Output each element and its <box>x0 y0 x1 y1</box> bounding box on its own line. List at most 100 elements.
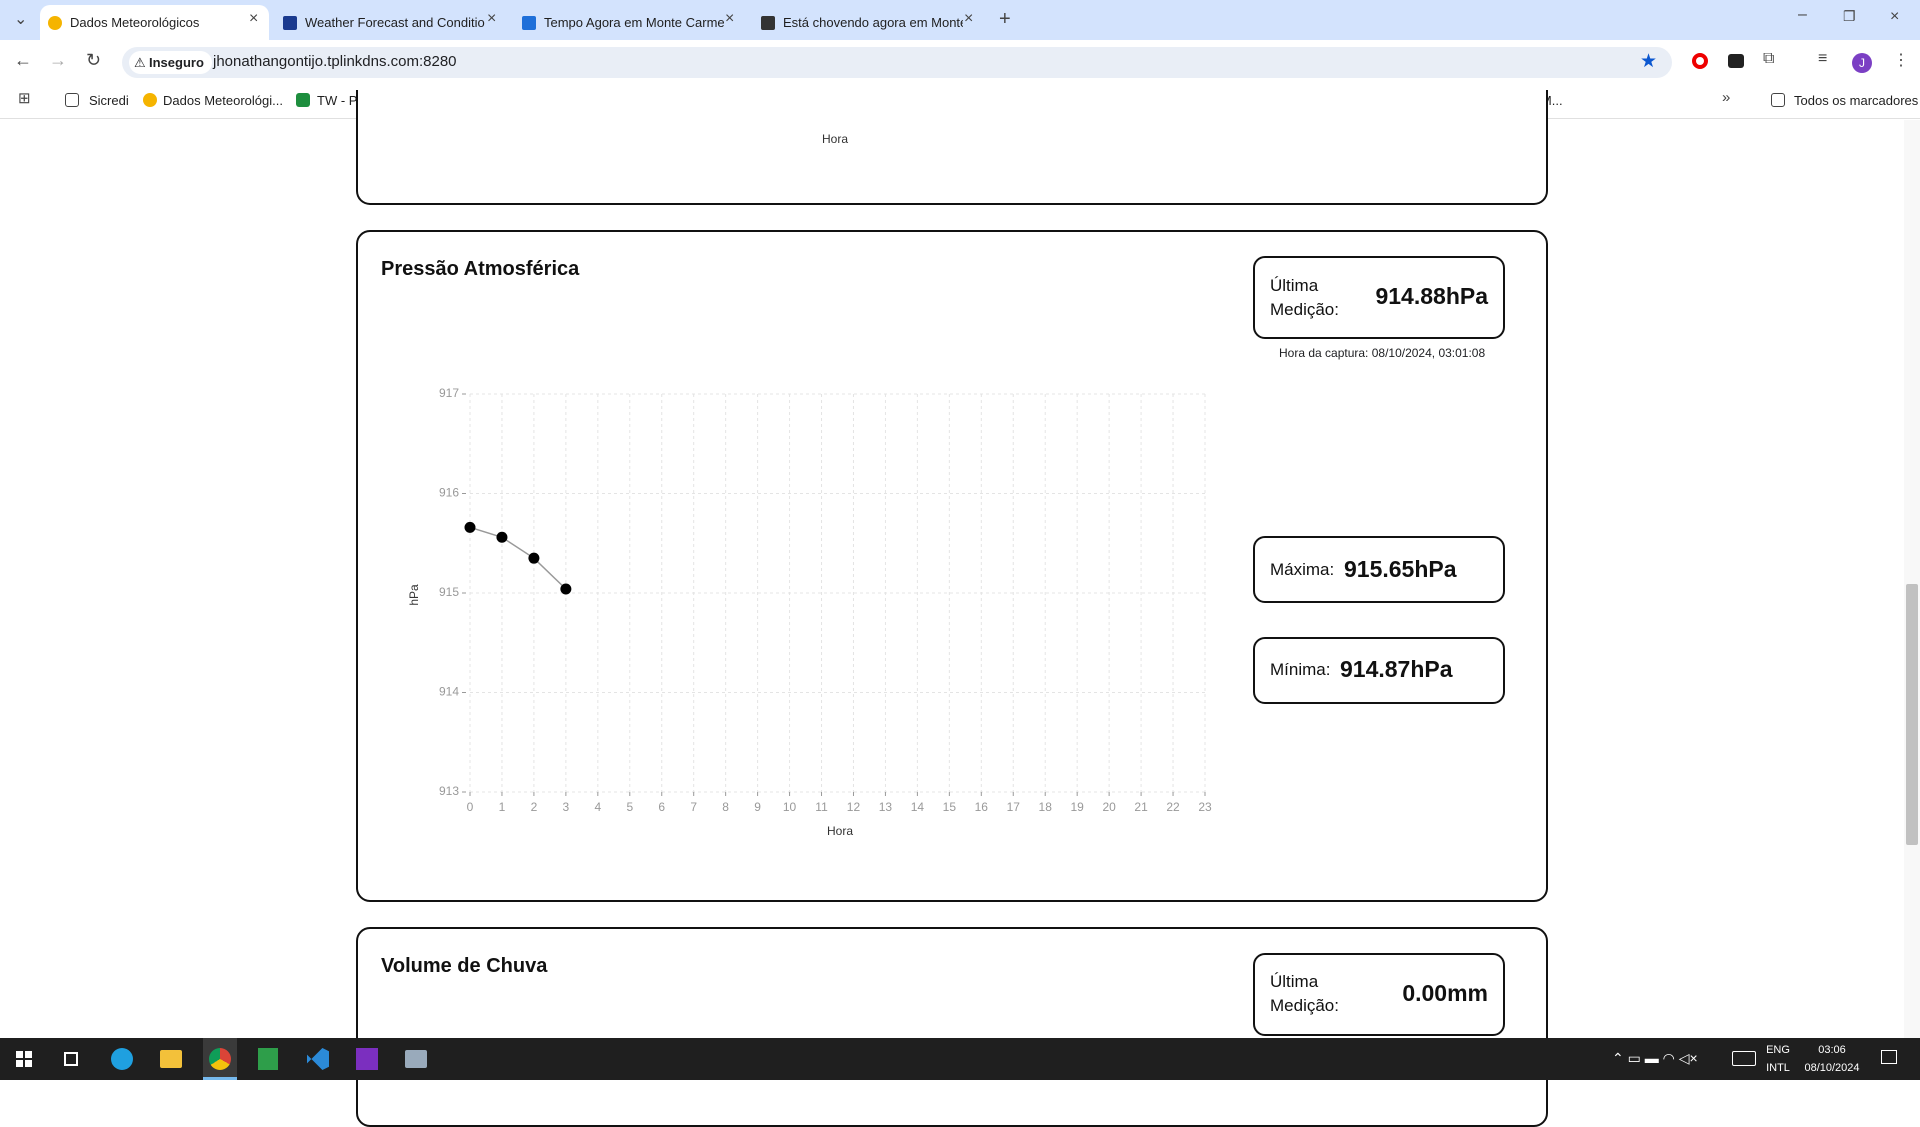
warning-icon: ⚠ <box>134 55 146 70</box>
apps[interactable]: ⊞ <box>18 90 31 107</box>
url[interactable]: jhonathangontijo.tplinkdns.com:8280 <box>213 53 457 70</box>
x-tick-label: 23 <box>1198 800 1212 814</box>
media[interactable]: ≡ <box>1818 50 1828 67</box>
scrollbar-thumb[interactable] <box>1906 584 1918 845</box>
y-tick-label: 915 <box>439 585 459 599</box>
x-tick-label: 19 <box>1070 800 1084 814</box>
stat-value: 914.88hPa <box>1375 283 1488 309</box>
bookmark-icon <box>143 93 157 107</box>
x-tick-label: 8 <box>722 800 729 814</box>
language[interactable]: ENG <box>1766 1044 1790 1056</box>
tab-icon <box>761 16 775 30</box>
app-icon[interactable] <box>258 1048 278 1070</box>
tab-close[interactable]: × <box>487 10 497 27</box>
point <box>528 552 540 564</box>
tab-search[interactable]: ⌄ <box>14 11 28 28</box>
profile[interactable]: J <box>1852 53 1872 73</box>
bookmark-icon <box>296 93 310 107</box>
tab[interactable]: Dados Meteorológicos <box>40 5 269 40</box>
axis-label: Hora <box>822 132 849 146</box>
bookmark-star[interactable]: ★ <box>1640 51 1658 72</box>
app-icon[interactable] <box>405 1050 427 1068</box>
extensions[interactable]: ⧉ <box>1763 50 1775 67</box>
new-tab[interactable]: + <box>999 8 1011 30</box>
tray-icons[interactable]: ⌃ ▭ ▬ ◠ ◁× <box>1612 1050 1698 1066</box>
extension-icon[interactable] <box>1728 54 1744 68</box>
tab-icon <box>48 16 62 30</box>
omnibox[interactable] <box>122 47 1672 78</box>
security-chip[interactable]: ⚠ Inseguro <box>129 51 212 74</box>
point <box>464 521 476 533</box>
tab[interactable]: Tempo Agora em Monte Carme <box>514 5 724 40</box>
opera-icon[interactable] <box>1692 53 1708 69</box>
card <box>356 90 1548 205</box>
x-tick-label: 17 <box>1007 800 1021 814</box>
stat-box <box>1253 256 1505 339</box>
x-tick-label: 22 <box>1166 800 1180 814</box>
x-tick-label: 12 <box>847 800 861 814</box>
tab-title: Está chovendo agora em Monte <box>783 15 963 30</box>
stat-label: Última Medição: <box>1270 276 1339 319</box>
start-button[interactable] <box>16 1051 32 1067</box>
x-axis-title: Hora <box>827 824 853 838</box>
x-tick-label: 16 <box>975 800 989 814</box>
keyboard-icon[interactable] <box>1732 1051 1756 1066</box>
bookmark[interactable]: Dados Meteorológi... <box>163 93 283 108</box>
all-bookmarks[interactable]: Todos os marcadores <box>1794 93 1919 108</box>
chrome[interactable] <box>209 1048 231 1070</box>
restore[interactable]: ❐ <box>1843 8 1856 24</box>
x-tick-label: 6 <box>658 800 665 814</box>
explorer[interactable] <box>160 1050 182 1068</box>
clock-date[interactable]: 08/10/2024 <box>1804 1062 1860 1074</box>
stat-label: Máxima: <box>1270 560 1335 579</box>
y-tick-label: 913 <box>439 784 459 798</box>
notifications[interactable] <box>1881 1050 1897 1064</box>
x-tick-label: 21 <box>1134 800 1148 814</box>
minimize[interactable]: – <box>1798 6 1807 23</box>
stat-label: Mínima: <box>1270 660 1331 679</box>
x-tick-label: 14 <box>911 800 925 814</box>
y-tick-label: 914 <box>439 685 459 699</box>
y-tick-label: 917 <box>439 386 459 400</box>
tab-title: Dados Meteorológicos <box>70 15 200 30</box>
more-bookmarks[interactable]: » <box>1722 89 1731 106</box>
clock-time[interactable]: 03:06 <box>1818 1044 1846 1056</box>
stat-label: Última Medição: <box>1270 972 1339 1015</box>
forward[interactable]: → <box>49 50 67 70</box>
tab-icon <box>283 16 297 30</box>
x-tick-label: 13 <box>879 800 893 814</box>
keyboard-layout[interactable]: INTL <box>1766 1062 1790 1074</box>
task-view[interactable] <box>64 1052 78 1066</box>
x-tick-label: 0 <box>467 800 474 814</box>
tab[interactable]: Está chovendo agora em Monte <box>753 5 963 40</box>
tab-close[interactable]: × <box>964 10 974 27</box>
point <box>560 583 572 595</box>
x-tick-label: 10 <box>783 800 797 814</box>
card-title: Pressão Atmosférica <box>381 258 580 280</box>
x-tick-label: 4 <box>594 800 601 814</box>
capture-time: Hora da captura: 08/10/2024, 03:01:08 <box>1279 346 1486 360</box>
tab-close[interactable]: × <box>249 10 259 27</box>
folder-icon <box>65 93 79 107</box>
app-icon[interactable] <box>356 1048 378 1070</box>
back[interactable]: ← <box>14 50 32 70</box>
menu[interactable]: ⋮ <box>1893 52 1909 69</box>
folder-icon <box>1771 93 1785 107</box>
point <box>496 531 508 543</box>
x-tick-label: 2 <box>531 800 538 814</box>
stat-box <box>1253 536 1505 603</box>
edge[interactable] <box>111 1048 133 1070</box>
tab-close[interactable]: × <box>725 10 735 27</box>
reload[interactable]: ↻ <box>86 50 102 70</box>
stat-box <box>1253 953 1505 1036</box>
tab[interactable]: Weather Forecast and Conditio <box>275 5 485 40</box>
tab-strip <box>0 0 1920 40</box>
bookmark[interactable]: Sicredi <box>89 93 129 108</box>
x-tick-label: 3 <box>563 800 570 814</box>
tab-title: Weather Forecast and Conditio <box>305 15 485 30</box>
x-tick-label: 5 <box>626 800 633 814</box>
stat-box <box>1253 637 1505 704</box>
close-window[interactable]: × <box>1890 8 1900 25</box>
